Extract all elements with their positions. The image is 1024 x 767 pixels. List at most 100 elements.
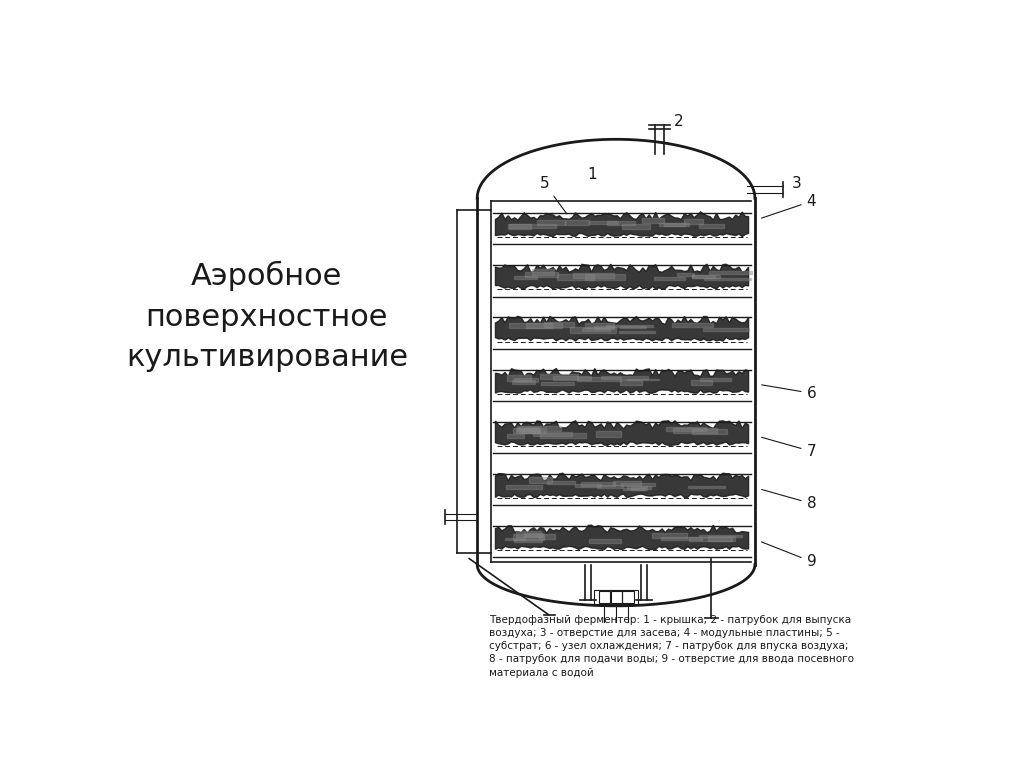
Polygon shape xyxy=(689,537,732,542)
Polygon shape xyxy=(496,421,749,446)
Polygon shape xyxy=(496,264,749,289)
Polygon shape xyxy=(517,426,561,431)
Polygon shape xyxy=(532,432,571,436)
Text: 7: 7 xyxy=(762,437,816,459)
Polygon shape xyxy=(514,539,542,542)
Polygon shape xyxy=(541,433,586,438)
Polygon shape xyxy=(654,277,685,280)
Polygon shape xyxy=(667,427,706,431)
Polygon shape xyxy=(660,537,702,540)
Polygon shape xyxy=(537,219,565,225)
Polygon shape xyxy=(684,219,703,224)
Polygon shape xyxy=(545,322,574,327)
Text: Аэробное
поверхностное
культивирование: Аэробное поверхностное культивирование xyxy=(126,261,408,372)
Polygon shape xyxy=(516,428,546,433)
Polygon shape xyxy=(508,224,530,229)
Polygon shape xyxy=(513,428,540,433)
Polygon shape xyxy=(621,327,646,328)
Text: 3: 3 xyxy=(793,176,802,191)
Polygon shape xyxy=(590,538,621,542)
Polygon shape xyxy=(673,428,718,433)
Polygon shape xyxy=(673,322,714,328)
Text: 1: 1 xyxy=(588,167,597,183)
Polygon shape xyxy=(512,380,536,384)
Polygon shape xyxy=(506,486,542,489)
Polygon shape xyxy=(601,376,648,379)
Polygon shape xyxy=(528,477,552,483)
Polygon shape xyxy=(692,275,720,278)
Polygon shape xyxy=(507,375,531,380)
Polygon shape xyxy=(590,222,618,224)
Polygon shape xyxy=(691,380,713,385)
Bar xyxy=(594,590,638,604)
Polygon shape xyxy=(621,380,642,385)
Polygon shape xyxy=(627,379,659,380)
Polygon shape xyxy=(709,271,753,275)
Polygon shape xyxy=(652,533,687,538)
Text: 5: 5 xyxy=(540,176,567,214)
Polygon shape xyxy=(607,222,635,225)
Polygon shape xyxy=(514,378,539,382)
Polygon shape xyxy=(575,484,601,487)
Text: 8: 8 xyxy=(762,489,816,511)
Polygon shape xyxy=(688,486,725,488)
Bar xyxy=(610,591,622,603)
Polygon shape xyxy=(585,323,614,328)
Polygon shape xyxy=(692,275,715,278)
Polygon shape xyxy=(496,368,749,393)
Polygon shape xyxy=(594,326,613,329)
Polygon shape xyxy=(703,278,751,280)
Polygon shape xyxy=(642,219,665,222)
Polygon shape xyxy=(709,536,735,541)
Polygon shape xyxy=(519,427,540,433)
Polygon shape xyxy=(496,525,749,550)
Text: 6: 6 xyxy=(762,385,816,400)
Polygon shape xyxy=(542,382,574,386)
Polygon shape xyxy=(624,488,644,490)
Polygon shape xyxy=(569,328,616,333)
Polygon shape xyxy=(507,434,523,438)
Polygon shape xyxy=(516,531,541,537)
Polygon shape xyxy=(606,324,653,328)
Polygon shape xyxy=(596,431,622,436)
Polygon shape xyxy=(698,223,724,229)
Polygon shape xyxy=(531,269,554,275)
Polygon shape xyxy=(658,223,689,226)
Polygon shape xyxy=(525,272,558,277)
Polygon shape xyxy=(585,274,625,280)
Polygon shape xyxy=(553,376,591,380)
Polygon shape xyxy=(692,430,727,434)
Polygon shape xyxy=(631,487,647,490)
Polygon shape xyxy=(677,272,694,276)
Polygon shape xyxy=(621,483,654,486)
Polygon shape xyxy=(557,275,594,280)
Polygon shape xyxy=(577,377,621,380)
Polygon shape xyxy=(612,481,641,485)
Polygon shape xyxy=(496,316,749,341)
Polygon shape xyxy=(539,535,555,539)
Polygon shape xyxy=(565,220,589,225)
Polygon shape xyxy=(628,486,650,489)
Polygon shape xyxy=(664,223,685,226)
Polygon shape xyxy=(582,328,610,331)
Polygon shape xyxy=(581,482,614,486)
Polygon shape xyxy=(510,224,556,228)
Polygon shape xyxy=(496,212,749,237)
Text: 2: 2 xyxy=(674,114,684,129)
Polygon shape xyxy=(618,331,655,333)
Text: 4: 4 xyxy=(762,194,816,218)
Polygon shape xyxy=(700,378,731,381)
Polygon shape xyxy=(525,323,562,328)
Polygon shape xyxy=(514,275,538,279)
Polygon shape xyxy=(513,535,544,539)
Polygon shape xyxy=(597,485,623,488)
Polygon shape xyxy=(505,538,525,540)
Polygon shape xyxy=(509,323,552,328)
Bar xyxy=(623,591,634,603)
Bar xyxy=(599,591,609,603)
Text: Твердофазный ферментер: 1 - крышка; 2 - патрубок для выпуска
воздуха; 3 - отверс: Твердофазный ферментер: 1 - крышка; 2 - … xyxy=(489,614,854,677)
Polygon shape xyxy=(572,273,614,278)
Polygon shape xyxy=(622,224,650,229)
Polygon shape xyxy=(703,328,749,331)
Polygon shape xyxy=(540,374,579,379)
